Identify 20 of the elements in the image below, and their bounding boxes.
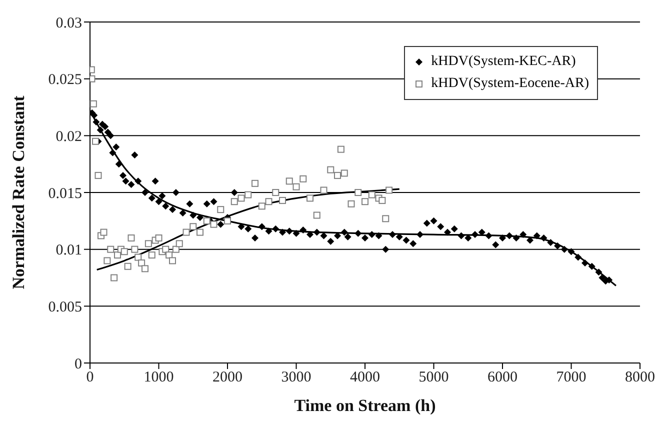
x-tick-label: 2000 <box>212 370 242 386</box>
x-tick-label: 4000 <box>350 370 380 386</box>
x-tick-label: 0 <box>86 370 94 386</box>
legend-label: kHDV(System-KEC-AR) <box>431 53 576 71</box>
y-tick-label: 0.005 <box>48 299 82 316</box>
y-tick-label: 0.02 <box>56 128 82 145</box>
x-tick-label: 5000 <box>418 370 449 386</box>
x-tick-label: 1000 <box>144 370 174 386</box>
legend-label: kHDV(System-Eocene-AR) <box>431 75 589 93</box>
x-axis-title: Time on Stream (h) <box>294 396 436 415</box>
y-tick-label: 0.015 <box>48 186 82 202</box>
x-tick-label: 7000 <box>556 370 586 386</box>
y-tick-label: 0.01 <box>56 242 82 259</box>
x-tick-label: 3000 <box>281 370 312 386</box>
y-tick-label: 0.025 <box>48 72 82 88</box>
x-tick-label: 8000 <box>625 370 655 386</box>
y-tick-label: 0.03 <box>56 15 82 32</box>
y-tick-label: 0 <box>74 356 82 372</box>
y-axis-title: Normalized Rate Constant <box>9 95 28 290</box>
x-tick-label: 6000 <box>488 370 518 386</box>
